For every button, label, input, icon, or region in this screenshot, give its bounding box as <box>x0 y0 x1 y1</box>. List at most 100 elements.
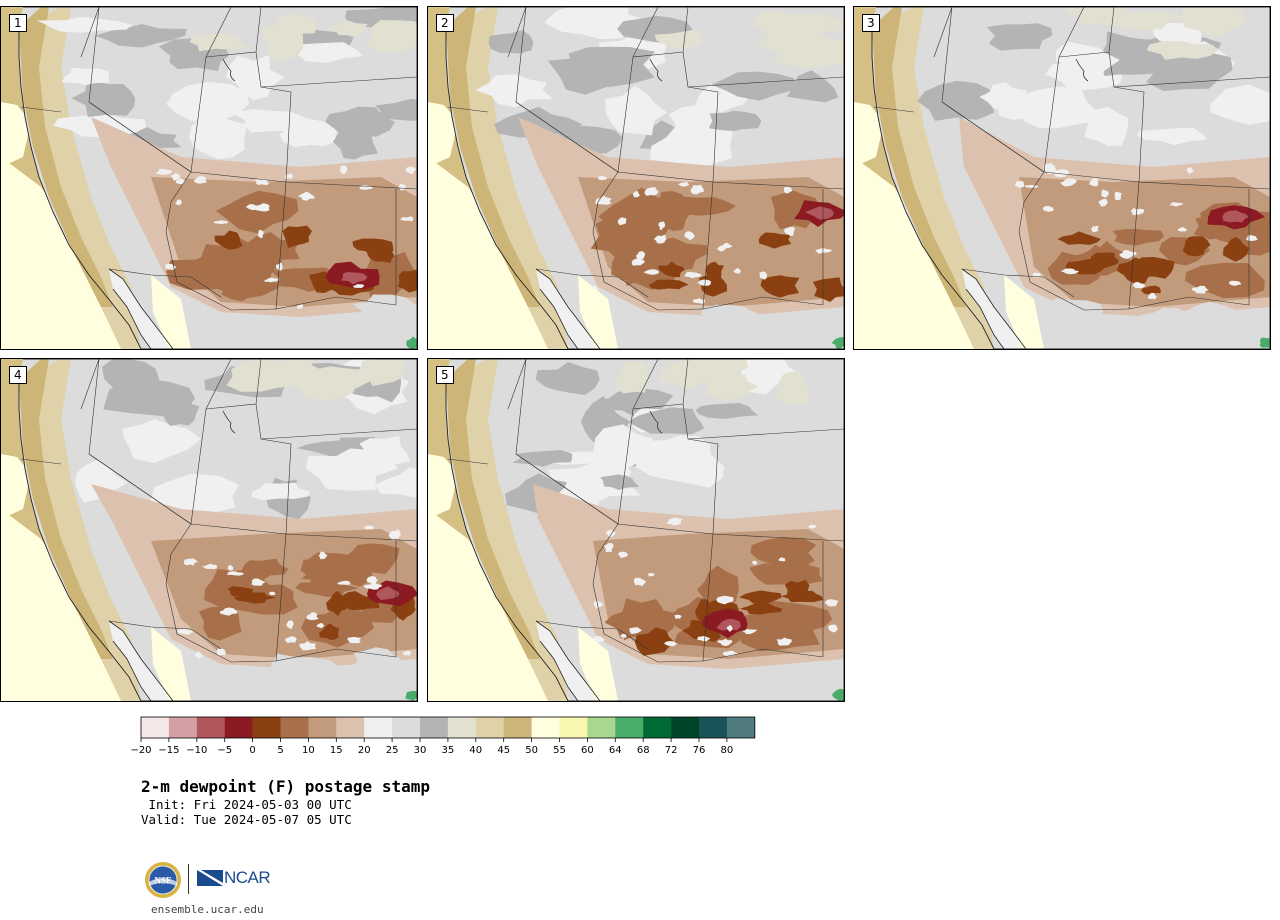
colorbar-tick-label: 80 <box>721 745 734 756</box>
gray-dewpoint-patch <box>71 79 136 118</box>
panel-label: 1 <box>9 14 27 32</box>
colorbar-swatch <box>141 717 170 738</box>
moist-speckle <box>388 530 400 541</box>
dry-patch-5 <box>1112 229 1164 246</box>
gray-dewpoint-patch <box>1209 84 1270 125</box>
dry-patch-0 <box>634 627 675 656</box>
colorbar-tick-label: 40 <box>469 745 482 756</box>
moist-speckle <box>269 591 276 596</box>
international-border <box>961 268 1075 298</box>
very-dry-center <box>804 206 834 220</box>
moist-speckle <box>1114 191 1122 201</box>
moist-speckle <box>742 628 758 635</box>
moist-speckle <box>1060 268 1080 275</box>
coastal-moist-area <box>428 454 458 519</box>
southern-gray-patch <box>636 674 707 691</box>
colorbar-tick-label: 5 <box>277 745 283 756</box>
coastal-moist-area <box>1 454 31 519</box>
moist-speckle <box>216 648 227 656</box>
very-dry-center <box>716 618 741 631</box>
coastal-dry-band <box>872 7 966 307</box>
state-border <box>687 76 844 88</box>
moist-speckle <box>629 627 643 634</box>
moist-speckle <box>1098 198 1108 207</box>
colorbar-legend: −20 −15 −10 −5 0 5 10 15 20 25 30 35 40 45 50 55 60 64 68 7… <box>130 716 756 756</box>
dry-patch-5 <box>301 604 375 648</box>
dry-patch-0 <box>233 592 277 604</box>
moist-speckle <box>636 251 645 260</box>
state-borders <box>20 359 417 663</box>
dry-patch-5 <box>215 190 299 234</box>
very-dry-center <box>376 586 400 601</box>
gray-dewpoint-patch <box>1015 86 1097 129</box>
baja-peninsula <box>536 621 600 701</box>
logo-divider <box>188 864 189 894</box>
moist-speckle <box>653 234 667 244</box>
colorbar-swatch <box>308 717 337 738</box>
moist-speckle <box>697 279 711 286</box>
panel-label: 2 <box>436 14 454 32</box>
moist-speckle <box>1101 189 1109 198</box>
dry-patch-0 <box>282 225 312 248</box>
moist-speckle <box>1119 250 1137 259</box>
dry-patch-0 <box>812 277 844 302</box>
colorbar-swatch <box>392 717 421 738</box>
gray-dewpoint-patch <box>488 29 534 54</box>
dry-patch-0 <box>326 590 347 617</box>
nsf-logo-text: NSF <box>154 876 172 886</box>
dry-patch-0 <box>768 277 789 290</box>
moist-speckle <box>193 175 208 184</box>
gray-dewpoint-patch <box>986 23 1053 51</box>
moist-speckle <box>631 258 645 266</box>
moist-speckle <box>251 578 266 586</box>
dry-patch-5 <box>300 552 341 588</box>
gray-dewpoint-patch <box>708 110 762 131</box>
light-tan-patch <box>775 371 811 406</box>
state-border <box>20 106 62 113</box>
colorbar-tick-label: 60 <box>581 745 594 756</box>
state-border <box>255 51 292 183</box>
website-link[interactable]: ensemble.ucar.edu <box>151 903 264 916</box>
moist-speckle <box>219 607 238 616</box>
moist-speckle <box>201 563 218 570</box>
state-border <box>933 7 953 58</box>
moist-speckle <box>1186 167 1194 174</box>
moist-speckle <box>647 572 655 577</box>
dry-patch-0 <box>648 279 689 290</box>
moist-speckle <box>643 269 660 275</box>
light-tan-patch <box>1146 40 1219 60</box>
light-tan-patch <box>189 33 247 52</box>
southern-gray-patch <box>748 334 815 349</box>
moist-speckle <box>318 551 328 560</box>
colorbar-tick-label: 76 <box>693 745 706 756</box>
moist-speckle <box>297 191 315 201</box>
colorbar-swatch <box>726 717 756 738</box>
moist-speckle <box>406 216 414 222</box>
moist-speckle <box>175 178 186 185</box>
moist-speckle <box>286 620 294 630</box>
ncar-logo-text: NCAR <box>224 868 271 887</box>
humid-corner-patch <box>1259 337 1270 348</box>
gray-dewpoint-patch <box>600 474 640 491</box>
dry-patch-5 <box>246 232 300 263</box>
international-border <box>535 268 649 298</box>
colorbar-tick-label: 30 <box>414 745 427 756</box>
moist-speckle <box>337 580 351 585</box>
gray-dewpoint-patch <box>695 403 759 419</box>
dry-patch-5 <box>669 196 736 216</box>
map-4 <box>1 359 417 701</box>
baja-coastline <box>961 268 1027 349</box>
dry-patch-5 <box>750 536 817 569</box>
colorbar-tick-label: 50 <box>525 745 538 756</box>
coastal-band <box>446 359 568 701</box>
gray-dewpoint-patch <box>375 467 417 498</box>
gulf-of-california <box>151 275 191 349</box>
light-tan-patch <box>367 20 417 53</box>
state-border <box>682 51 719 183</box>
nsf-logo: NSF <box>145 862 181 898</box>
moist-speckle <box>255 178 270 186</box>
humid-corner-patch <box>406 336 417 349</box>
colorbar-tick-label: 10 <box>302 745 315 756</box>
gray-dewpoint-patch <box>635 444 724 488</box>
moist-speckle <box>367 583 382 590</box>
